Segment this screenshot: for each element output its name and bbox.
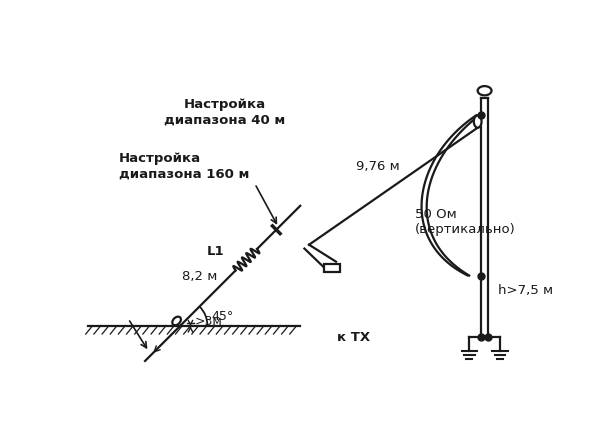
Text: к ТХ: к ТХ [337,331,370,344]
Ellipse shape [478,86,491,95]
Ellipse shape [172,317,181,325]
Text: >3м: >3м [194,315,222,328]
Text: 8,2 м: 8,2 м [182,270,218,283]
Text: Настройка
диапазона 160 м: Настройка диапазона 160 м [119,152,249,180]
Text: 45°: 45° [211,310,233,323]
Text: h>7,5 м: h>7,5 м [499,284,554,297]
Text: Настройка
диапазона 40 м: Настройка диапазона 40 м [164,99,286,126]
Text: 50 Ом
(вертикально): 50 Ом (вертикально) [415,207,516,236]
Text: 9,76 м: 9,76 м [356,160,400,173]
Text: L1: L1 [207,246,225,258]
Bar [325,264,340,271]
Ellipse shape [474,115,482,128]
